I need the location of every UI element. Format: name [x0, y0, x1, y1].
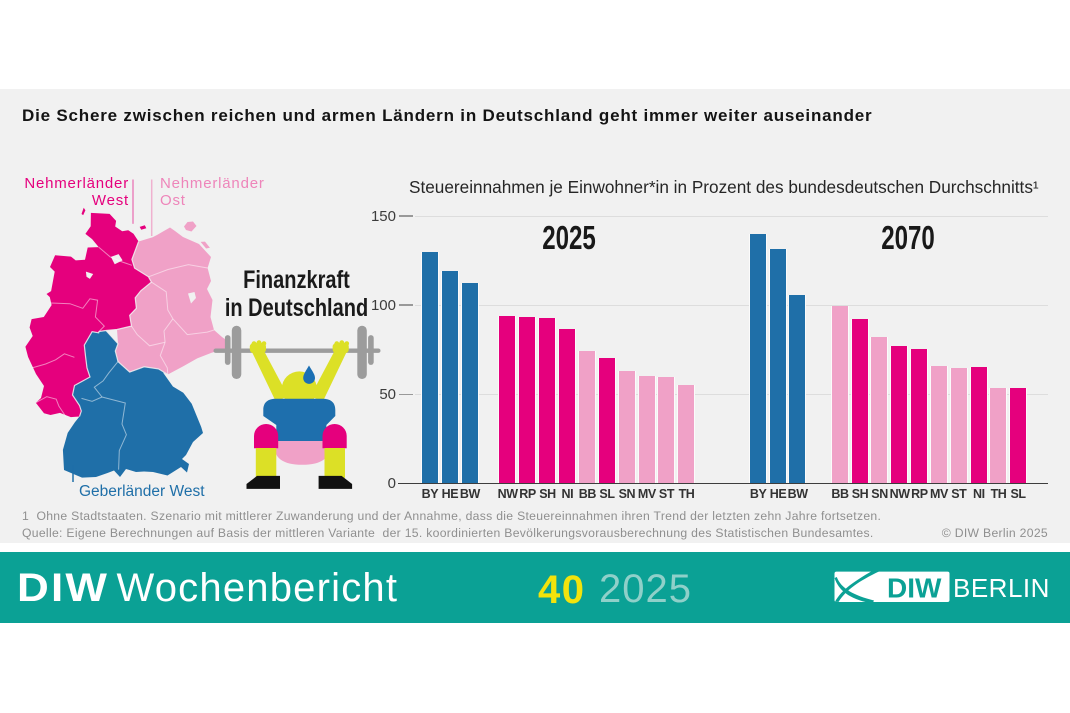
- svg-text:DIW: DIW: [887, 573, 942, 604]
